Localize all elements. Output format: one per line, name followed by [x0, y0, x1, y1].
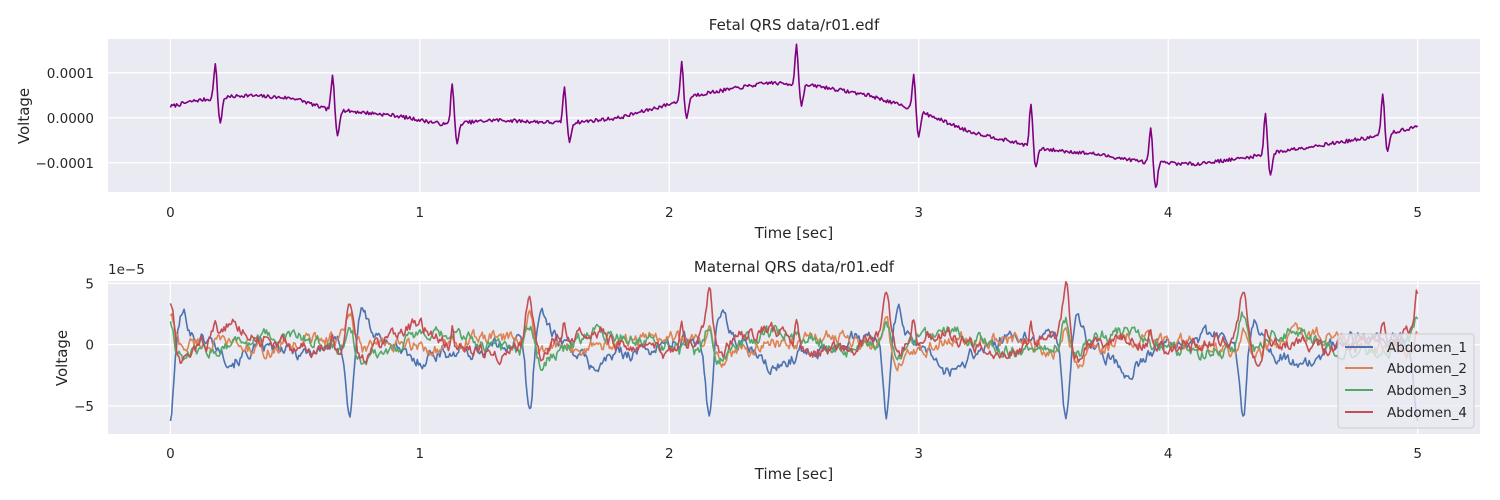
- maternal-y-tick: 5: [85, 276, 94, 292]
- maternal-x-axis-label: Time [sec]: [754, 465, 833, 483]
- fetal-x-axis-label: Time [sec]: [754, 224, 833, 242]
- fetal-x-tick: 4: [1164, 205, 1173, 221]
- legend-entry-abdomen-2: Abdomen_2: [1345, 361, 1467, 377]
- maternal-y-scale-label: 1e−5: [108, 262, 145, 278]
- legend-entry-abdomen-1: Abdomen_1: [1345, 340, 1467, 356]
- legend-label: Abdomen_4: [1387, 405, 1467, 421]
- maternal-chart-title: Maternal QRS data/r01.edf: [694, 258, 895, 276]
- maternal-legend: Abdomen_1 Abdomen_2 Abdomen_3 Abdomen_4: [1337, 333, 1475, 429]
- fetal-x-tick-labels: 0 1 2 3 4 5: [166, 205, 1422, 221]
- fetal-plot-area: [108, 39, 1480, 192]
- legend-label: Abdomen_3: [1387, 383, 1467, 399]
- legend-entry-abdomen-4: Abdomen_4: [1345, 405, 1467, 421]
- fetal-y-tick-labels: 0.0001 0.0000 −0.0001: [35, 66, 94, 172]
- maternal-grid: [108, 281, 1480, 434]
- legend-entry-abdomen-3: Abdomen_3: [1345, 383, 1467, 399]
- maternal-series: [169, 281, 1419, 422]
- fetal-x-tick: 0: [166, 205, 175, 221]
- maternal-x-tick: 2: [665, 446, 674, 462]
- maternal-x-tick: 5: [1413, 446, 1422, 462]
- fetal-chart-title: Fetal QRS data/r01.edf: [709, 16, 880, 34]
- legend-label: Abdomen_2: [1387, 361, 1467, 377]
- maternal-x-tick: 0: [166, 446, 175, 462]
- fetal-series: [169, 43, 1419, 189]
- maternal-plot-area: [108, 281, 1480, 434]
- fetal-x-tick: 1: [416, 205, 425, 221]
- maternal-chart: Maternal QRS data/r01.edf 1e−5 0 1 2 3 4…: [53, 258, 1480, 483]
- maternal-y-tick-labels: 5 0 −5: [74, 276, 94, 414]
- fetal-x-tick: 2: [665, 205, 674, 221]
- maternal-x-tick: 1: [416, 446, 425, 462]
- fetal-chart: Fetal QRS data/r01.edf 0 1 2 3 4 5 0.000…: [15, 16, 1480, 242]
- fetal-y-axis-label: Voltage: [15, 88, 33, 144]
- fetal-y-tick: −0.0001: [35, 156, 94, 172]
- fetal-series-line: [169, 43, 1419, 189]
- fetal-y-tick: 0.0000: [47, 111, 94, 127]
- maternal-series-line-abdomen-4: [169, 281, 1419, 367]
- maternal-x-tick: 4: [1164, 446, 1173, 462]
- fetal-x-tick: 3: [914, 205, 923, 221]
- maternal-x-tick-labels: 0 1 2 3 4 5: [166, 446, 1422, 462]
- maternal-y-axis-label: Voltage: [53, 330, 71, 386]
- legend-box: [1337, 333, 1475, 429]
- fetal-x-tick: 5: [1413, 205, 1422, 221]
- maternal-series-line-abdomen-1: [169, 303, 1419, 422]
- maternal-x-tick: 3: [914, 446, 923, 462]
- maternal-y-tick: 0: [85, 338, 94, 354]
- legend-label: Abdomen_1: [1387, 340, 1467, 356]
- fetal-y-tick: 0.0001: [47, 66, 94, 82]
- maternal-y-tick: −5: [74, 399, 94, 415]
